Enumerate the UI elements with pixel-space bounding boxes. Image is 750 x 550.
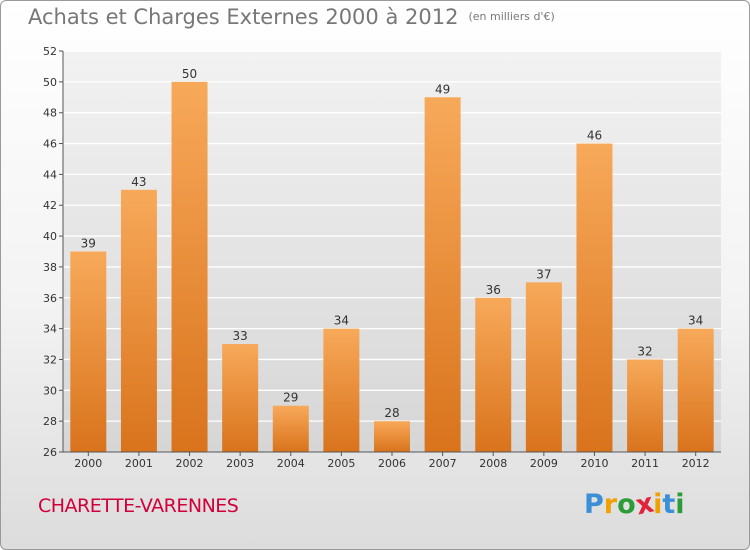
y-tick-label: 48 [43, 107, 57, 120]
data-label: 43 [131, 175, 146, 189]
data-label: 39 [81, 237, 96, 251]
x-axis: 2000 2001 2002 2003 2004 2005 2006 2007 2008 2009… [63, 451, 721, 470]
data-label: 36 [486, 283, 501, 297]
bar [374, 421, 410, 452]
x-tick-label: 2005 [327, 457, 355, 470]
x-tick-label: 2004 [277, 457, 305, 470]
y-tick-label: 28 [43, 415, 57, 428]
data-label: 46 [587, 129, 602, 143]
data-label: 34 [688, 314, 703, 328]
y-tick-label: 32 [43, 353, 57, 366]
data-label: 49 [435, 82, 450, 96]
bar [120, 189, 157, 453]
proxiti-logo: Proxiti [584, 488, 685, 522]
x-tick-label: 2012 [682, 457, 710, 470]
logo-letter: t [662, 489, 676, 520]
bars [70, 81, 714, 453]
data-labels: 39 43 50 33 29 34 28 49 36 37 46 32 34 [81, 67, 704, 420]
chart-unit: (en milliers d'€) [468, 10, 555, 23]
x-tick-label: 2009 [530, 457, 558, 470]
x-tick-label: 2003 [226, 457, 254, 470]
bar [576, 143, 613, 453]
data-label: 37 [536, 267, 551, 281]
x-tick-label: 2001 [125, 457, 153, 470]
y-tick-label: 42 [43, 199, 57, 212]
y-tick-label: 46 [43, 138, 57, 151]
logo-letter: i [675, 489, 685, 520]
bar [475, 297, 512, 452]
y-tick-label: 36 [43, 292, 57, 305]
data-label: 33 [233, 329, 248, 343]
chart-title: Achats et Charges Externes 2000 à 2012 (e… [28, 5, 555, 29]
x-tick-label: 2000 [74, 457, 102, 470]
y-axis: 26 28 30 32 34 36 38 40 42 44 46 48 50 52 [43, 45, 64, 459]
y-tick-label: 38 [43, 261, 57, 274]
bar [424, 97, 461, 453]
bar [70, 251, 107, 452]
bar [525, 282, 562, 452]
y-tick-label: 40 [43, 230, 57, 243]
bar [323, 328, 360, 452]
bar [222, 344, 259, 452]
bar [272, 405, 309, 452]
data-label: 28 [384, 406, 399, 420]
data-label: 29 [283, 391, 298, 405]
data-label: 34 [334, 314, 349, 328]
x-tick-label: 2008 [479, 457, 507, 470]
y-tick-label: 50 [43, 76, 57, 89]
bar [627, 359, 664, 452]
data-label: 32 [637, 344, 652, 358]
y-tick-label: 26 [43, 446, 57, 459]
y-tick-label: 52 [43, 45, 57, 58]
x-tick-label: 2006 [378, 457, 406, 470]
x-tick-label: 2002 [176, 457, 204, 470]
x-tick-label: 2010 [580, 457, 608, 470]
y-tick-label: 44 [43, 168, 57, 181]
city-name: CHARETTE-VARENNES [38, 495, 239, 517]
logo-letter: P [584, 489, 604, 520]
logo-letter: o [617, 489, 636, 520]
bar [171, 81, 208, 452]
data-label: 50 [182, 67, 197, 81]
x-tick-label: 2011 [631, 457, 659, 470]
bar [677, 328, 714, 452]
y-tick-label: 34 [43, 323, 57, 336]
logo-letter: i [653, 489, 663, 520]
plot-area [63, 51, 721, 452]
y-tick-label: 30 [43, 384, 57, 397]
x-tick-label: 2007 [429, 457, 457, 470]
logo-letter: r [603, 489, 618, 520]
chart-title-text: Achats et Charges Externes 2000 à 2012 [28, 5, 459, 29]
